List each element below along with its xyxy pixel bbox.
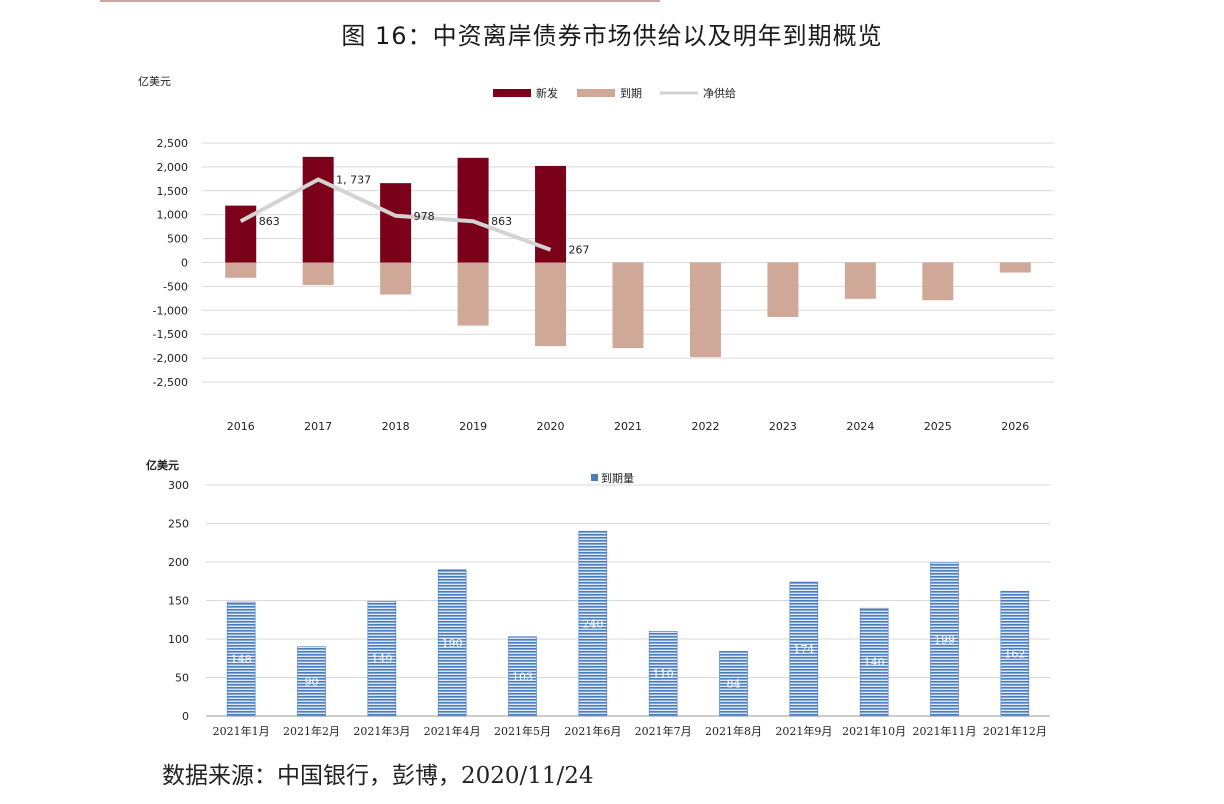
legend-swatch-maturity-amount: [591, 474, 598, 481]
x-tick-label: 2016: [227, 420, 255, 433]
bar-data-label: 140: [864, 656, 885, 669]
y-tick-label: -500: [163, 280, 188, 293]
legend-label-new-issue: 新发: [536, 86, 558, 100]
legend-label-net-supply: 净供给: [703, 86, 736, 100]
y-tick-label: -1,000: [153, 304, 188, 317]
maturity-bar: [302, 262, 334, 285]
maturity-bar: [612, 262, 644, 349]
x-tick-label: 2020: [537, 420, 565, 433]
y-tick-label: 200: [168, 556, 189, 569]
maturity-bar: [689, 262, 721, 358]
maturity-bar: [457, 262, 489, 326]
x-tick-label: 2023: [769, 420, 797, 433]
y-axis-label: 亿美元: [138, 75, 171, 88]
maturity-bar: [437, 569, 467, 717]
y-axis-label: 亿美元: [146, 458, 179, 472]
maturity-bar: [297, 646, 326, 717]
legend-label-maturity-amount: 到期量: [601, 472, 634, 485]
y-tick-label: 100: [168, 633, 189, 646]
y-tick-label: -1,500: [153, 328, 188, 341]
x-tick-label: 2021年3月: [353, 724, 410, 738]
bar-data-label: 190: [442, 637, 463, 650]
x-tick-label: 2025: [924, 420, 952, 433]
x-tick-label: 2017: [304, 420, 332, 433]
new-issue-bar: [380, 183, 412, 263]
x-tick-label: 2026: [1001, 420, 1029, 433]
data-source-note: 数据来源：中国银行，彭博，2020/11/24: [162, 763, 594, 789]
maturity-bar: [789, 581, 819, 717]
new-issue-bar: [302, 156, 334, 263]
y-tick-label: 1,000: [157, 209, 189, 222]
x-tick-label: 2021年1月: [213, 724, 270, 738]
y-tick-label: 1,500: [157, 185, 189, 198]
x-tick-label: 2021年4月: [424, 724, 481, 738]
net-supply-data-label: 267: [569, 244, 590, 257]
x-tick-label: 2022: [691, 420, 719, 433]
legend-swatch-maturity: [577, 89, 615, 97]
x-tick-label: 2021年10月: [842, 724, 906, 738]
y-tick-label: 250: [168, 518, 189, 531]
maturity-bar: [1000, 590, 1030, 717]
y-tick-label: 50: [175, 672, 189, 685]
bar-data-label: 199: [934, 633, 955, 646]
y-tick-label: 150: [168, 595, 189, 608]
y-tick-label: 300: [168, 479, 189, 492]
x-tick-label: 2021: [614, 420, 642, 433]
x-tick-label: 2021年2月: [283, 724, 340, 738]
maturity-bar: [648, 630, 678, 717]
y-tick-label: 2,000: [157, 161, 189, 174]
net-supply-data-label: 863: [259, 215, 280, 228]
page-title: 图 16：中资离岸债券市场供给以及明年到期概览: [341, 22, 883, 50]
top-accent-line: [100, 0, 660, 2]
maturity-bar: [719, 651, 748, 717]
maturity-bar: [535, 262, 567, 347]
bar-data-label: 84: [727, 678, 741, 691]
x-tick-label: 2021年9月: [775, 724, 832, 738]
maturity-bar: [367, 600, 397, 717]
legend-swatch-new-issue: [493, 89, 531, 97]
maturity-bar: [225, 262, 257, 278]
bar-data-label: 174: [793, 643, 814, 656]
x-tick-label: 2021年8月: [705, 724, 762, 738]
bar-data-label: 90: [305, 675, 319, 688]
maturity-bar: [922, 262, 954, 301]
y-tick-label: 2,500: [157, 137, 189, 150]
net-supply-data-label: 1, 737: [336, 173, 371, 186]
maturity-bar: [578, 530, 608, 717]
x-tick-label: 2021年12月: [983, 724, 1047, 738]
x-tick-label: 2021年5月: [494, 724, 551, 738]
x-tick-label: 2021年7月: [635, 724, 692, 738]
y-tick-label: 0: [181, 257, 188, 270]
y-tick-label: -2,000: [153, 352, 188, 365]
net-supply-data-label: 978: [414, 210, 435, 223]
maturity-bar: [930, 562, 959, 717]
y-tick-label: -2,500: [153, 376, 188, 389]
y-tick-label: 0: [182, 710, 189, 723]
bar-data-label: 149: [371, 653, 392, 666]
x-tick-label: 2024: [846, 420, 874, 433]
bar-data-label: 240: [582, 618, 603, 631]
maturity-bar: [999, 262, 1031, 273]
x-tick-label: 2021年11月: [913, 724, 977, 738]
net-supply-data-label: 863: [491, 215, 512, 228]
x-tick-label: 2021年6月: [564, 724, 621, 738]
maturity-bar: [844, 262, 876, 299]
bar-data-label: 148: [231, 653, 252, 666]
net-supply-line: [239, 177, 552, 252]
maturity-bar: [767, 262, 799, 317]
new-issue-bar: [457, 157, 489, 263]
y-tick-label: 500: [167, 233, 188, 246]
maturity-bar: [508, 636, 537, 717]
bar-data-label: 103: [512, 670, 533, 683]
maturity-bar: [859, 607, 889, 717]
x-tick-label: 2018: [382, 420, 410, 433]
bar-data-label: 110: [653, 668, 674, 681]
bar-data-label: 162: [1004, 648, 1025, 661]
maturity-bar: [380, 262, 412, 295]
x-tick-label: 2019: [459, 420, 487, 433]
legend-label-maturity: 到期: [620, 87, 642, 100]
maturity-bar: [226, 601, 256, 717]
